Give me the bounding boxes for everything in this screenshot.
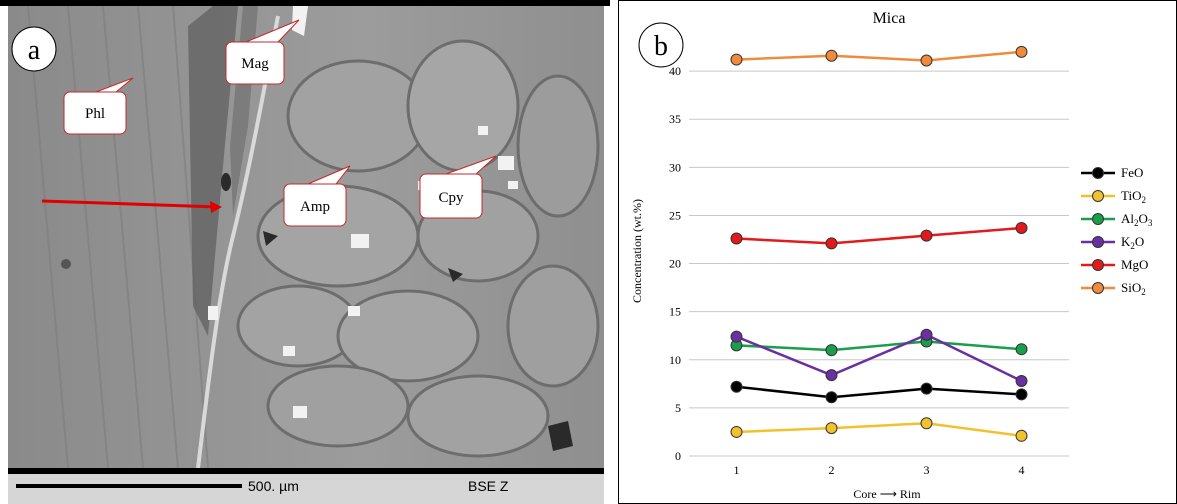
point-K2O-4 — [1015, 374, 1028, 387]
y-tick-label: 5 — [675, 401, 681, 415]
legend-swatch-marker — [1092, 190, 1104, 202]
series-SiO2 — [730, 45, 1028, 67]
y-tick-label: 20 — [669, 257, 681, 271]
point-K2O-3 — [920, 328, 933, 341]
point-TiO2-1 — [730, 425, 743, 438]
point-MgO-2 — [825, 237, 838, 250]
callout-amp-text: Amp — [300, 199, 330, 215]
x-tick-label: 3 — [924, 463, 930, 477]
legend-label: FeO — [1121, 165, 1143, 180]
y-tick-label: 30 — [669, 160, 681, 174]
point-FeO-3 — [920, 382, 933, 395]
panel-a-label: a — [11, 26, 57, 72]
phlogopite-cleavage-streaks — [27, 6, 209, 468]
point-FeO-4 — [1015, 388, 1028, 401]
x-axis-label: Core ⟶ Rim — [853, 487, 921, 501]
legend-item-Al2O3: Al2O3 — [1081, 211, 1153, 228]
callout-amp: Amp — [283, 165, 351, 227]
x-tick-label: 1 — [734, 463, 740, 477]
bright-sulfide-specks — [208, 6, 518, 418]
point-Al2O3-4 — [1015, 343, 1028, 356]
detector-text: BSE Z — [468, 478, 509, 494]
point-SiO2-1 — [730, 53, 743, 66]
point-Al2O3-2 — [825, 344, 838, 357]
y-tick-label: 25 — [669, 208, 681, 222]
series-line-K2O — [736, 333, 1023, 383]
panel-b-letter: b — [654, 31, 668, 62]
callout-cpy: Cpy — [419, 155, 497, 219]
legend-item-MgO: MgO — [1081, 257, 1148, 272]
y-tick-label: 15 — [669, 305, 681, 319]
callout-cpy-text: Cpy — [438, 190, 464, 206]
series-line-MgO — [736, 226, 1022, 245]
series-TiO2 — [730, 417, 1028, 442]
dark-pores — [61, 173, 573, 451]
y-tick-label: 35 — [669, 112, 681, 126]
panel-b-chart: 0 5 10 15 20 25 30 35 40 1 2 3 4 FeO TiO2 Al2O3 K2O MgO S… — [618, 0, 1177, 504]
y-tick-label: 10 — [669, 353, 681, 367]
mica-line-chart: 0 5 10 15 20 25 30 35 40 1 2 3 4 FeO TiO2 Al2O3 K2O MgO S… — [630, 10, 1153, 501]
gridlines — [689, 70, 1069, 409]
point-TiO2-2 — [825, 422, 838, 435]
callout-phl: Phl — [63, 77, 134, 135]
callout-mag-text: Mag — [241, 56, 269, 72]
point-TiO2-4 — [1015, 429, 1028, 442]
legend-label: Al2O3 — [1121, 211, 1153, 228]
point-K2O-1 — [730, 330, 743, 343]
series-FeO — [730, 380, 1028, 404]
legend-swatch-marker — [1092, 259, 1104, 271]
panel-a-letter: a — [28, 35, 41, 66]
y-axis-label: Concentration (wt.%) — [630, 199, 644, 303]
legend-item-SiO2: SiO2 — [1081, 280, 1146, 297]
point-SiO2-4 — [1015, 45, 1028, 58]
legend-swatch-marker — [1092, 213, 1104, 225]
series-line-FeO — [736, 385, 1022, 399]
series-K2O — [730, 328, 1028, 387]
legend-item-TiO2: TiO2 — [1081, 188, 1146, 205]
point-FeO-1 — [730, 380, 743, 393]
panel-b-label: b — [638, 22, 684, 68]
dark-lens — [188, 6, 238, 336]
x-tick-label: 2 — [829, 463, 835, 477]
top-border — [0, 0, 610, 6]
series-MgO — [730, 221, 1028, 250]
y-tick-label: 40 — [669, 64, 681, 78]
legend: FeO TiO2 Al2O3 K2O MgO SiO2 — [1081, 165, 1153, 297]
point-FeO-2 — [825, 391, 838, 404]
legend-swatch-marker — [1092, 236, 1104, 248]
chart-title: Mica — [873, 10, 906, 27]
bse-micrograph: a Mag Phl Amp Cpy — [8, 6, 604, 468]
series-Al2O3 — [730, 335, 1028, 357]
legend-swatch-marker — [1092, 282, 1104, 294]
axes: 0 5 10 15 20 25 30 35 40 1 2 3 4 — [669, 64, 1069, 477]
legend-swatch-marker — [1092, 167, 1104, 179]
point-SiO2-2 — [825, 49, 838, 62]
x-tick-label: 4 — [1019, 463, 1025, 477]
point-K2O-2 — [825, 369, 838, 382]
legend-label: TiO2 — [1121, 188, 1146, 205]
legend-label: K2O — [1121, 234, 1144, 251]
legend-label: SiO2 — [1121, 280, 1146, 297]
series-lines — [730, 45, 1028, 442]
red-arrow — [41, 199, 222, 213]
point-SiO2-3 — [920, 54, 933, 67]
bright-vein — [196, 15, 280, 468]
point-MgO-3 — [920, 229, 933, 242]
scale-line — [16, 484, 242, 488]
callout-mag: Mag — [225, 19, 300, 85]
series-line-TiO2 — [736, 422, 1022, 438]
y-tick-label: 0 — [675, 449, 681, 463]
scale-bar-strip: 500. µm BSE Z — [8, 468, 604, 504]
series-line-SiO2 — [736, 50, 1022, 62]
point-TiO2-3 — [920, 417, 933, 430]
legend-item-FeO: FeO — [1081, 165, 1143, 180]
callout-phl-text: Phl — [85, 106, 105, 122]
point-MgO-1 — [730, 232, 743, 245]
point-MgO-4 — [1015, 221, 1028, 234]
legend-item-K2O: K2O — [1081, 234, 1144, 251]
scale-text: 500. µm — [248, 478, 299, 494]
series-line-Al2O3 — [736, 340, 1022, 352]
legend-label: MgO — [1121, 257, 1148, 272]
panel-a-bse-image: a Mag Phl Amp Cpy 500. µ — [0, 0, 610, 504]
